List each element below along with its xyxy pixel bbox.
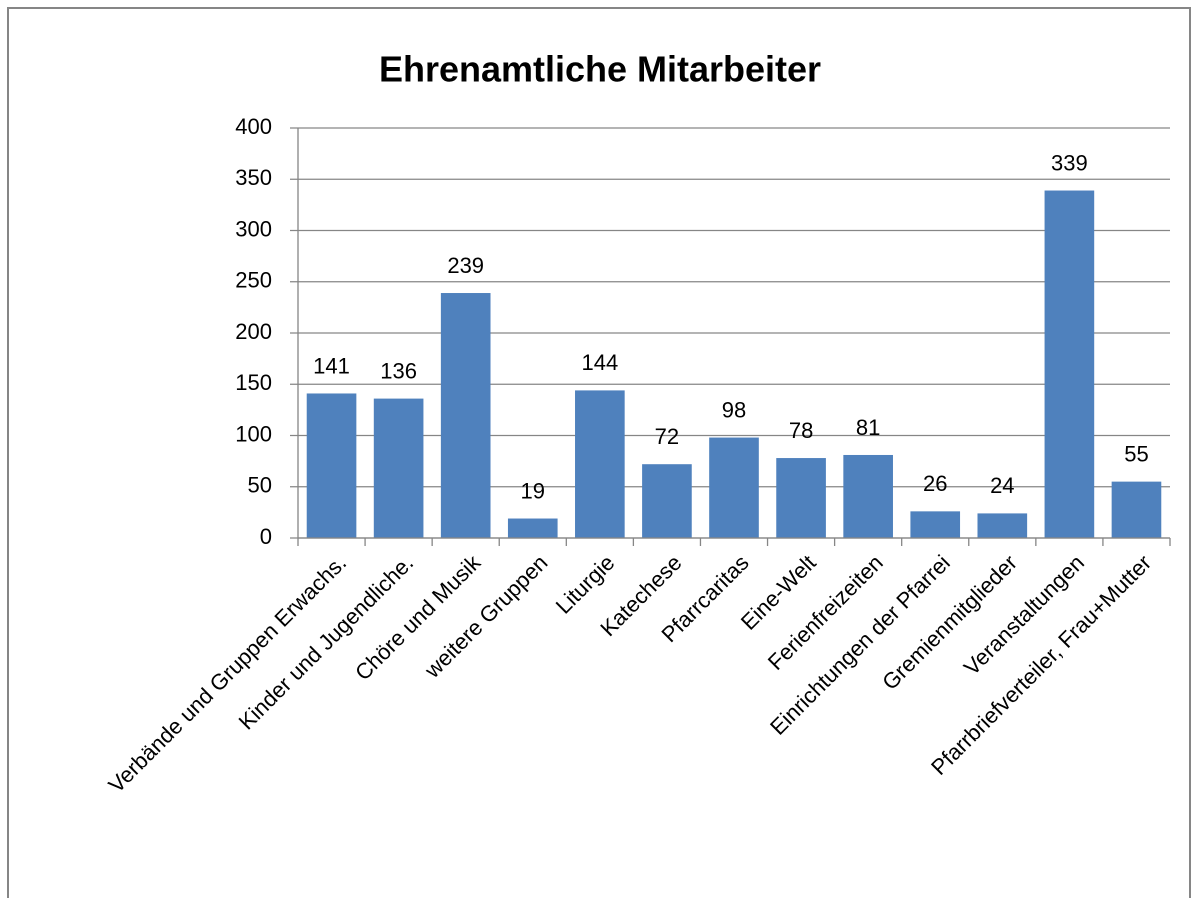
y-tick-label: 300	[235, 216, 272, 241]
data-label: 26	[923, 471, 947, 496]
y-tick-label: 350	[235, 165, 272, 190]
bar	[977, 513, 1028, 538]
data-label: 136	[380, 358, 417, 383]
data-label: 98	[722, 397, 746, 422]
y-tick-label: 400	[235, 114, 272, 139]
bar	[440, 293, 491, 538]
x-tick-label: Verbände und Gruppen Erwachs.	[103, 550, 351, 798]
bar	[507, 518, 558, 538]
chart-frame	[7, 7, 1191, 898]
y-tick-label: 150	[235, 370, 272, 395]
y-tick-label: 50	[248, 473, 272, 498]
bar	[642, 464, 692, 538]
bar	[709, 437, 759, 538]
data-label: 239	[447, 253, 484, 278]
data-label: 55	[1124, 441, 1148, 466]
y-tick-label: 250	[235, 268, 272, 293]
bar	[1111, 481, 1162, 538]
bar	[306, 393, 357, 538]
x-tick-label: Veranstaltungen	[959, 550, 1089, 680]
data-label: 19	[521, 478, 545, 503]
y-tick-label: 0	[260, 524, 272, 549]
x-tick-label: Chöre und Musik	[350, 549, 486, 685]
chart-title: Ehrenamtliche Mitarbeiter	[379, 49, 821, 90]
bar	[373, 398, 424, 538]
x-tick-label: Ferienfreizeiten	[763, 550, 888, 675]
data-label: 141	[313, 353, 350, 378]
bar	[776, 458, 826, 538]
bar	[843, 454, 893, 538]
bar	[1044, 190, 1095, 538]
x-tick-label: weitere Gruppen	[419, 550, 552, 683]
data-label: 24	[990, 473, 1014, 498]
data-label: 144	[581, 350, 618, 375]
data-label: 81	[856, 415, 880, 440]
y-tick-label: 100	[235, 421, 272, 446]
data-label: 339	[1051, 150, 1088, 175]
bar	[910, 511, 961, 538]
data-label: 72	[655, 424, 679, 449]
data-label: 78	[789, 418, 813, 443]
bar	[575, 390, 625, 538]
y-tick-label: 200	[235, 319, 272, 344]
